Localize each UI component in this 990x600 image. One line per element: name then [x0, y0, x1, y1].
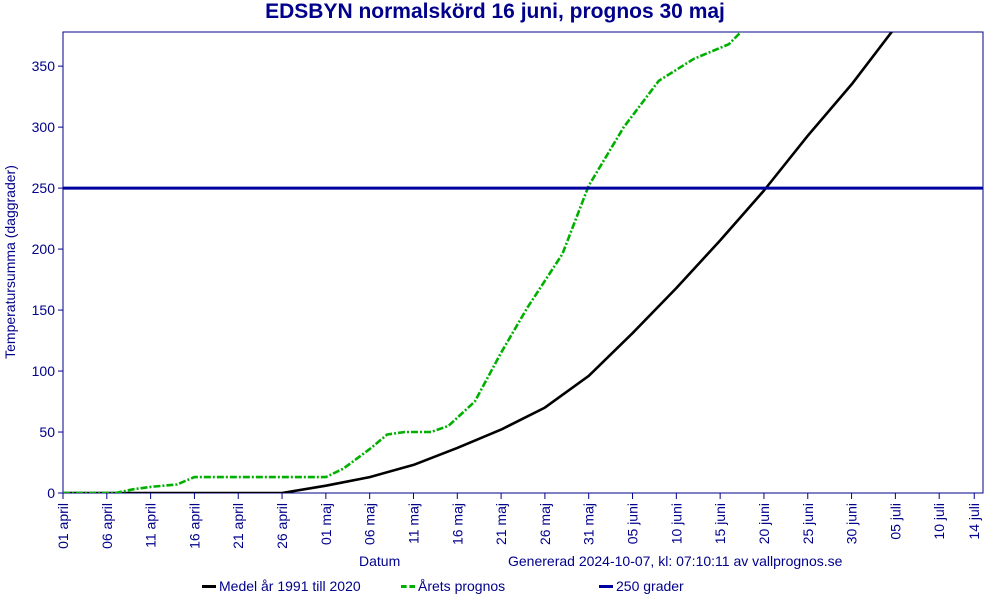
- x-tick-label: 26 maj: [537, 503, 553, 545]
- x-tick-label: 11 april: [143, 503, 159, 548]
- x-tick-label: 11 maj: [405, 503, 421, 544]
- y-tick-label: 250: [32, 180, 56, 196]
- x-tick-label: 06 april: [99, 503, 115, 549]
- x-tick-label: 26 april: [274, 503, 290, 549]
- x-axis-label: Datum: [359, 553, 401, 569]
- y-tick-label: 300: [32, 119, 56, 135]
- x-tick-label: 05 juni: [625, 503, 641, 544]
- series-medel-line: [63, 32, 894, 493]
- x-tick-label: 25 juni: [800, 503, 816, 544]
- legend-swatch-prognos: [401, 584, 415, 588]
- x-tick-label: 01 maj: [318, 503, 334, 545]
- legend-swatch-threshold: [599, 584, 613, 588]
- chart-title: EDSBYN normalskörd 16 juni, prognos 30 m…: [265, 0, 725, 23]
- x-tick-label: 30 juni: [844, 503, 860, 544]
- legend-label-threshold: 250 grader: [616, 578, 684, 594]
- x-tick-label: 31 maj: [581, 503, 597, 545]
- x-tick-label: 14 juli: [966, 503, 982, 540]
- x-tick-label: 16 april: [186, 503, 202, 549]
- x-tick-label: 20 juni: [756, 503, 772, 544]
- y-tick-label: 350: [32, 58, 56, 74]
- x-tick-label: 06 maj: [362, 503, 378, 545]
- legend-item-prognos: Årets prognos: [401, 578, 505, 594]
- legend-label-prognos: Årets prognos: [418, 578, 506, 594]
- x-tick-label: 01 april: [55, 503, 71, 549]
- x-tick-label: 21 maj: [493, 503, 509, 545]
- legend-item-threshold: 250 grader: [599, 578, 684, 594]
- generated-footer: Genererad 2024-10-07, kl: 07:10:11 av va…: [508, 553, 843, 569]
- x-tick-label: 21 april: [230, 503, 246, 549]
- legend-item-medel: Medel år 1991 till 2020: [202, 578, 361, 594]
- x-tick-label: 05 juli: [887, 503, 903, 540]
- x-tick-label: 10 juli: [931, 503, 947, 540]
- plot-frame: [62, 31, 984, 494]
- y-tick-label: 50: [39, 424, 55, 440]
- x-tick-label: 16 maj: [449, 503, 465, 545]
- x-tick-label: 10 juni: [668, 503, 684, 544]
- y-tick-label: 200: [32, 241, 56, 257]
- y-axis-label: Temperatursumma (daggrader): [2, 165, 18, 359]
- x-tick-label: 15 juni: [712, 503, 728, 544]
- series-prognos-line: [63, 32, 743, 493]
- legend-swatch-medel: [202, 584, 216, 588]
- y-tick-label: 100: [32, 363, 56, 379]
- y-tick-label: 0: [47, 485, 55, 501]
- legend-label-medel: Medel år 1991 till 2020: [219, 578, 361, 594]
- y-tick-label: 150: [32, 302, 56, 318]
